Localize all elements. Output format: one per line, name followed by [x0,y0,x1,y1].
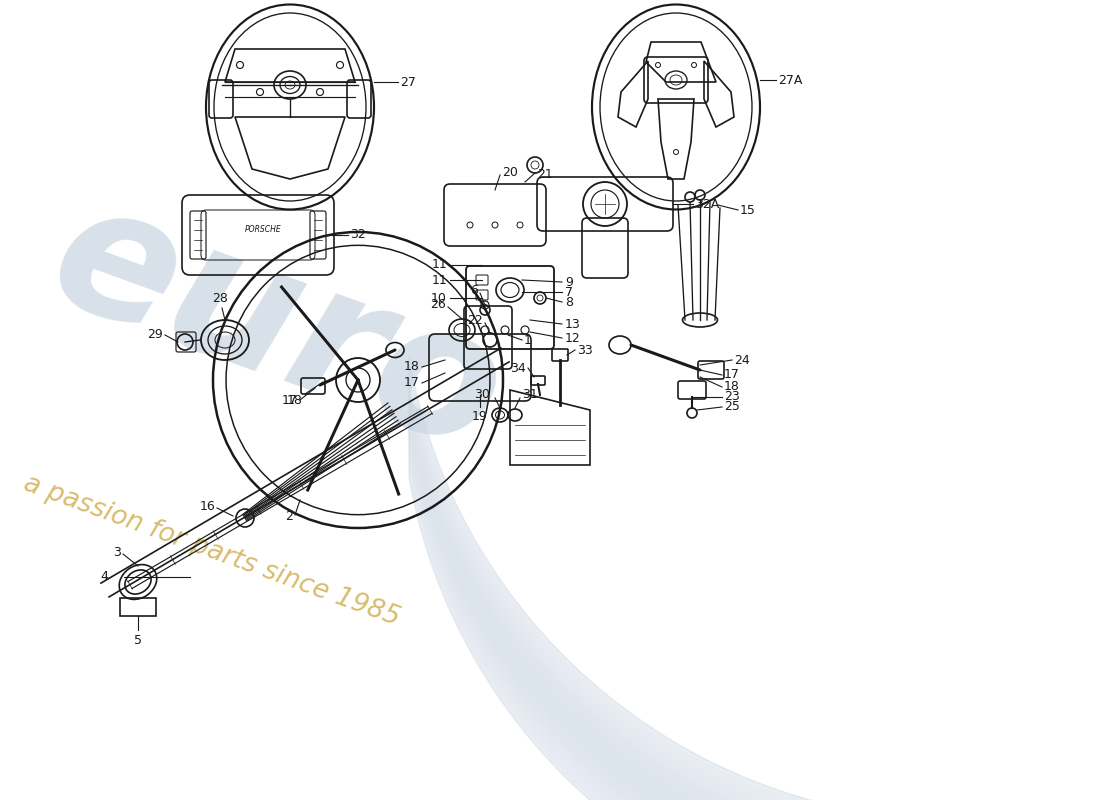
Text: 32: 32 [350,229,365,242]
Text: 15: 15 [740,203,756,217]
Text: 9: 9 [565,275,573,289]
Text: PORSCHE: PORSCHE [244,226,282,234]
Text: 25: 25 [724,401,740,414]
Text: 17: 17 [282,394,298,406]
Text: a passion for parts since 1985: a passion for parts since 1985 [20,470,404,631]
Text: 21: 21 [537,168,552,181]
Text: 33: 33 [578,343,593,357]
Text: 6: 6 [470,283,478,297]
Text: 32A: 32A [695,198,719,210]
Text: euro: euro [30,166,526,490]
Text: 13: 13 [565,318,581,330]
Text: 20: 20 [502,166,518,178]
Text: 30: 30 [474,389,490,402]
Text: 2: 2 [285,510,293,523]
Text: 16: 16 [199,499,214,513]
Text: 23: 23 [724,390,739,403]
Text: 17: 17 [724,369,740,382]
Text: 29: 29 [147,329,163,342]
Text: 22: 22 [468,314,483,326]
Text: 27: 27 [400,75,416,89]
Text: 17: 17 [404,377,420,390]
Text: 18: 18 [287,394,303,407]
Text: 10: 10 [431,291,447,305]
Text: 31: 31 [522,389,538,402]
Text: 18: 18 [724,381,740,394]
Text: 11: 11 [431,258,447,271]
Text: 19: 19 [472,410,488,423]
Text: 27A: 27A [778,74,802,86]
Text: 34: 34 [510,362,526,374]
Text: 12: 12 [565,331,581,345]
Text: 1: 1 [524,334,532,346]
Text: 28: 28 [212,292,228,305]
Text: 24: 24 [734,354,750,366]
Text: 8: 8 [565,295,573,309]
Text: 26: 26 [430,298,446,311]
Text: 4: 4 [100,570,108,583]
Text: 3: 3 [113,546,121,559]
Text: 7: 7 [565,286,573,298]
Text: 18: 18 [404,361,420,374]
Text: 5: 5 [134,634,142,647]
Text: 11: 11 [431,274,447,286]
